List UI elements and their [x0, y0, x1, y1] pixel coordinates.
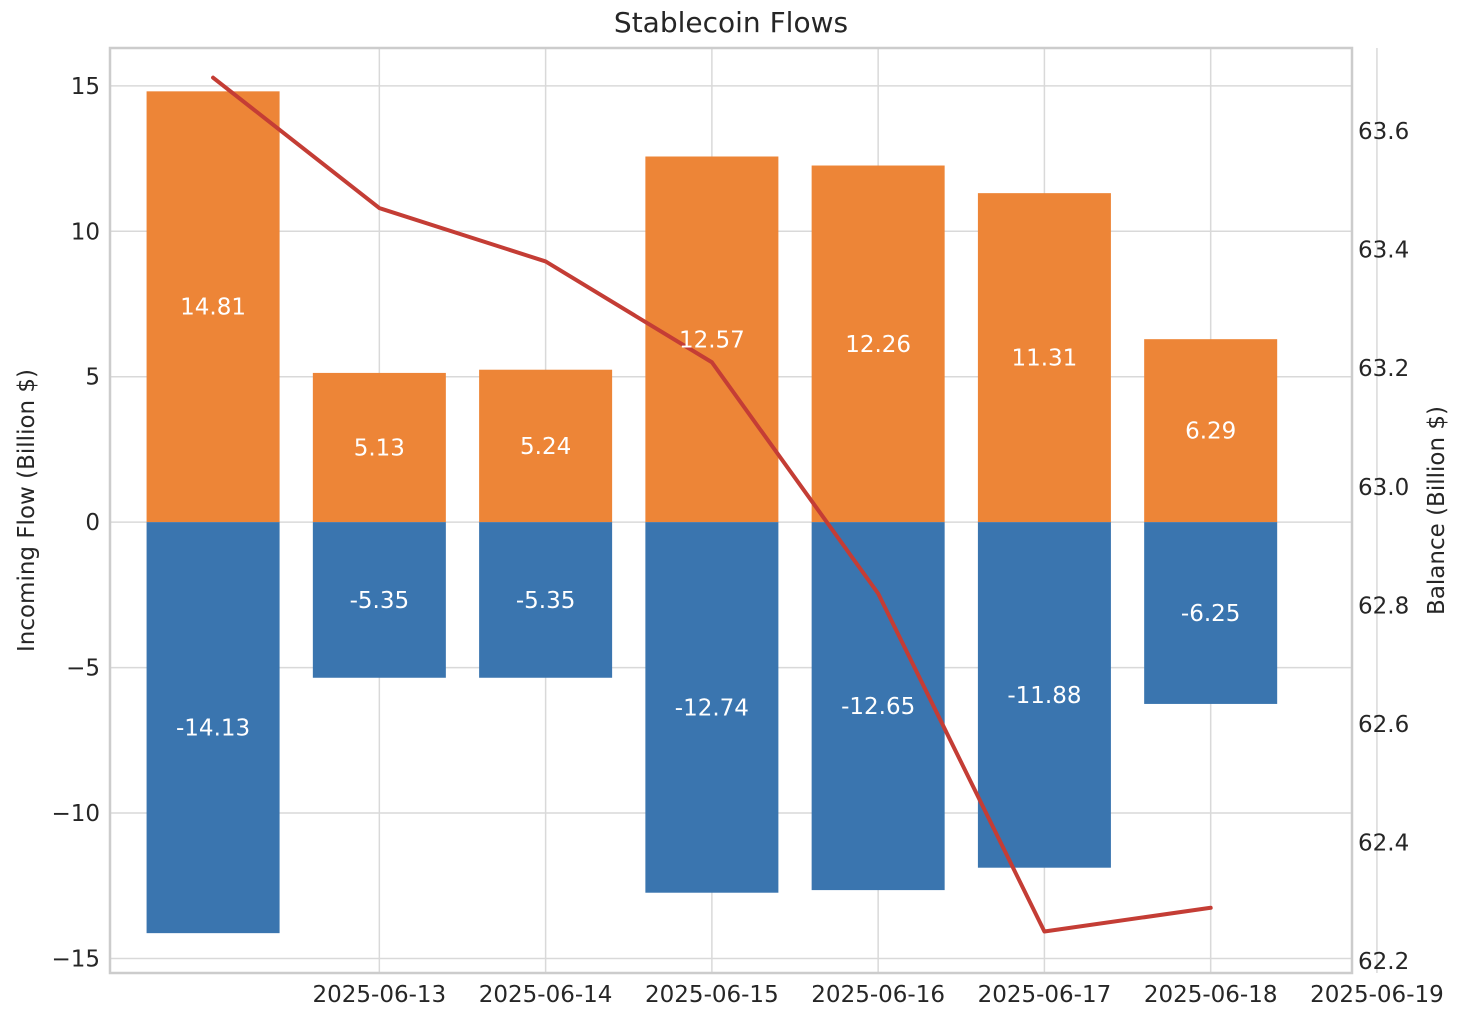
y-tick-label: 15	[71, 74, 100, 100]
bar	[146, 522, 280, 934]
x-tick-label: 2025-06-16	[811, 982, 945, 1008]
bar	[645, 156, 779, 523]
bar	[811, 522, 945, 891]
chart-title: Stablecoin Flows	[614, 6, 848, 39]
y2-tick-label: 62.2	[1358, 949, 1409, 975]
x-tick-label: 2025-06-18	[1144, 982, 1278, 1008]
bar-value-label: -5.35	[516, 588, 576, 614]
bar-value-label: -5.35	[350, 588, 410, 614]
bar-value-label: -11.88	[1007, 683, 1081, 709]
y2-tick-label: 63.0	[1358, 475, 1409, 501]
x-tick-label: 2025-06-15	[645, 982, 779, 1008]
y-tick-label: −5	[66, 656, 100, 682]
y2-tick-label: 63.6	[1358, 119, 1409, 145]
x-tick-label: 2025-06-19	[1310, 982, 1444, 1008]
bar	[811, 165, 945, 523]
bar	[1144, 339, 1278, 523]
left-axis-ticks: 15 10 5 0 −5 −10 −15	[51, 74, 100, 973]
bar	[146, 91, 280, 523]
right-axis-ticks: 63.6 63.4 63.2 63.0 62.8 62.6 62.4 62.2	[1358, 119, 1409, 975]
plot-frame	[108, 46, 1354, 975]
y-axis-title: Incoming Flow (Billion $)	[14, 369, 40, 652]
x-tick-label: 2025-06-17	[978, 982, 1112, 1008]
y-tick-label: 5	[85, 365, 100, 391]
bar-value-label: -12.74	[675, 695, 749, 721]
bar	[645, 522, 779, 893]
bar-value-label: -6.25	[1181, 601, 1241, 627]
bar-labels: 14.81 5.13 5.24 12.57 12.26 11.31 6.29 -14.13 -5…	[176, 295, 1240, 742]
bar-value-label: 14.81	[180, 295, 246, 321]
x-tick-label: 2025-06-14	[479, 982, 613, 1008]
bar-value-label: 11.31	[1011, 346, 1077, 372]
bar	[977, 193, 1111, 523]
bar	[977, 522, 1111, 868]
y-tick-label: −15	[51, 946, 100, 972]
bar-value-label: -12.65	[841, 694, 915, 720]
bar	[479, 369, 613, 523]
y2-tick-label: 62.4	[1358, 831, 1409, 857]
balance-line-layer	[211, 75, 1213, 934]
bar	[479, 522, 613, 678]
bar	[312, 372, 446, 523]
y2-tick-label: 63.4	[1358, 238, 1409, 264]
x-tick-label: 2025-06-13	[313, 982, 447, 1008]
bar-value-label: 6.29	[1185, 419, 1236, 445]
y2-tick-label: 63.2	[1358, 356, 1409, 382]
y-tick-label: 10	[71, 219, 100, 245]
bar-value-label: 5.24	[520, 434, 571, 460]
bar-value-label: -14.13	[176, 716, 250, 742]
balance-line	[211, 75, 1213, 934]
y-tick-label: −10	[51, 801, 100, 827]
y-tick-label: 0	[85, 510, 100, 536]
y2-tick-label: 62.6	[1358, 712, 1409, 738]
bar	[312, 522, 446, 678]
bar-value-label: 5.13	[354, 436, 405, 462]
y2-tick-label: 62.8	[1358, 593, 1409, 619]
bar-value-label: 12.26	[845, 332, 911, 358]
bar-value-label: 12.57	[679, 327, 745, 353]
bars	[146, 91, 1278, 934]
y2-axis-title: Balance (Billion $)	[1424, 406, 1450, 615]
x-axis-ticks: 2025-06-13 2025-06-14 2025-06-15 2025-06-16…	[313, 982, 1444, 1008]
bar	[1144, 522, 1278, 704]
